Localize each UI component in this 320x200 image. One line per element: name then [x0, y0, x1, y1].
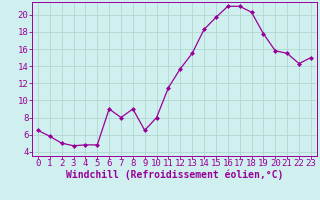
X-axis label: Windchill (Refroidissement éolien,°C): Windchill (Refroidissement éolien,°C): [66, 170, 283, 180]
